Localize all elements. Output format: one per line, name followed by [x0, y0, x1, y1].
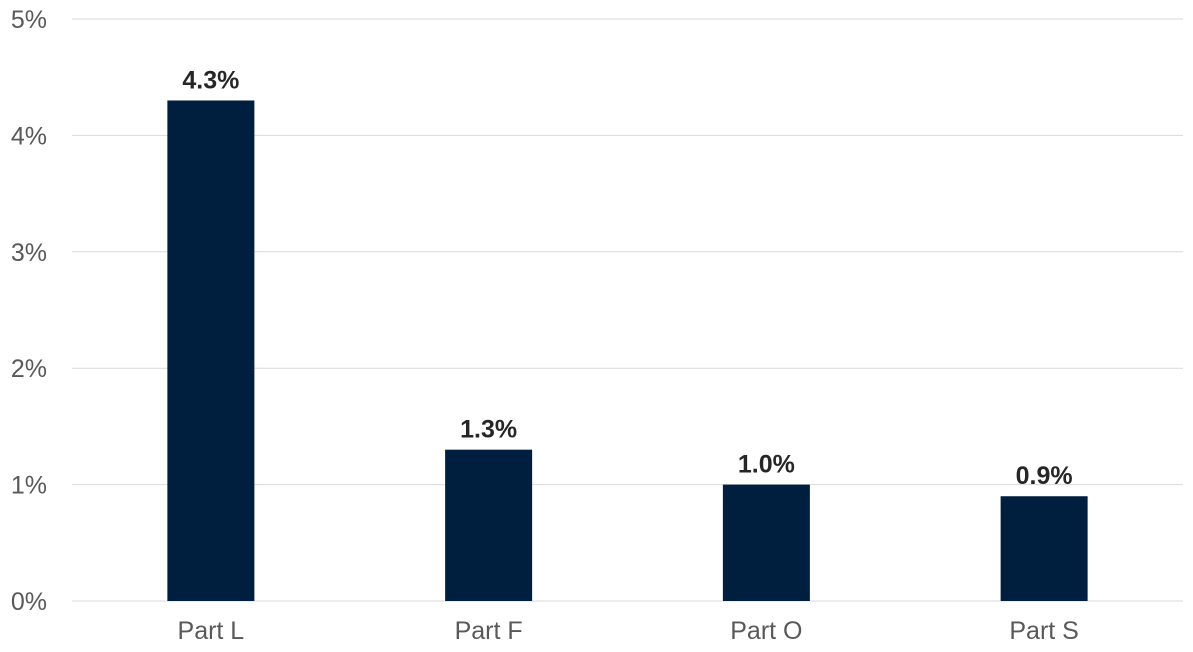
category-label: Part L: [178, 617, 245, 645]
y-tick-label: 1%: [11, 472, 47, 500]
data-label: 1.0%: [738, 451, 795, 479]
y-tick-label: 0%: [11, 588, 47, 616]
category-label: Part O: [730, 617, 802, 645]
data-label: 1.3%: [460, 416, 517, 444]
bar: [445, 449, 533, 601]
gridlines: [72, 18, 1183, 602]
data-labels: 4.3% 1.3% 1.0% 0.9%: [182, 66, 1072, 490]
data-label: 4.3%: [182, 66, 239, 94]
y-tick-label: 3%: [11, 239, 47, 267]
bar: [1000, 496, 1088, 601]
bar: [167, 100, 255, 601]
category-label: Part S: [1009, 617, 1078, 645]
y-tick-label: 4%: [11, 122, 47, 150]
bars: [167, 100, 1088, 601]
x-axis-category-labels: Part L Part F Part O Part S: [178, 617, 1079, 645]
category-label: Part F: [455, 617, 523, 645]
y-tick-label: 2%: [11, 355, 47, 383]
y-axis-tick-labels: 0% 1% 2% 3% 4% 5%: [11, 6, 47, 616]
bar: [722, 484, 810, 601]
y-tick-label: 5%: [11, 6, 47, 34]
data-label: 0.9%: [1016, 462, 1073, 490]
